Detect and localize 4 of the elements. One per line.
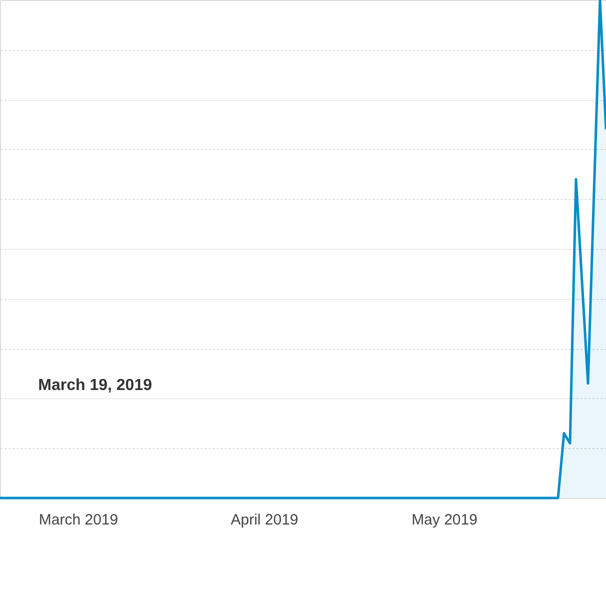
x-tick-label: April 2019 xyxy=(230,512,298,528)
annotation: March 19, 2019 xyxy=(38,377,152,394)
x-tick-label: May 2019 xyxy=(412,512,478,528)
x-tick-label: March 2019 xyxy=(38,512,118,528)
